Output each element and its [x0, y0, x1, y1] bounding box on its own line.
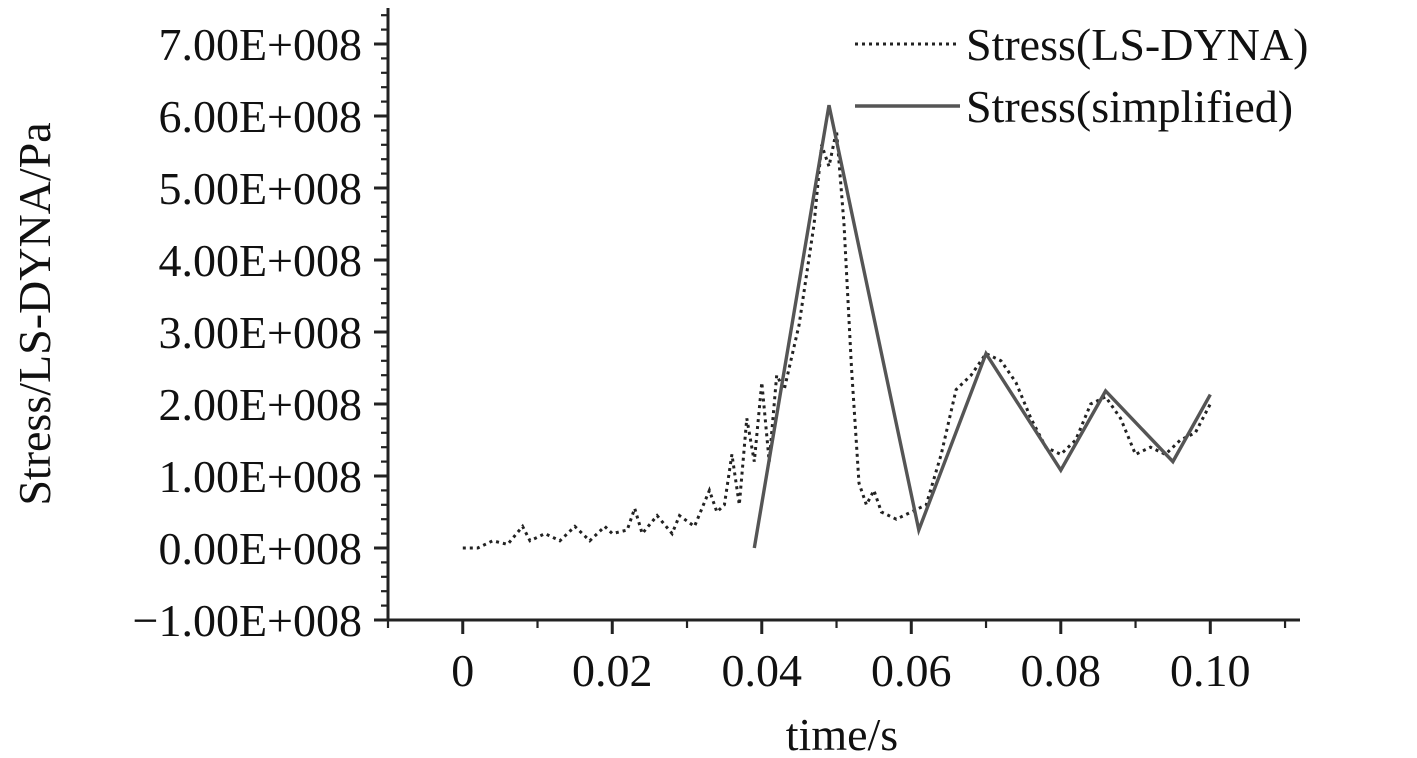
y-tick-label: 2.00E+008 [158, 379, 362, 430]
legend-label: Stress(LS-DYNA) [966, 19, 1308, 70]
y-tick-label: 5.00E+008 [158, 163, 362, 214]
y-tick-label: 7.00E+008 [158, 19, 362, 70]
series-line-ls-dyna [462, 130, 1212, 550]
x-axis-title: time/s [786, 709, 898, 758]
plot-area [462, 104, 1212, 550]
x-tick-label: 0.10 [1170, 645, 1251, 696]
y-tick-label: 0.00E+008 [158, 523, 362, 574]
series-line-simplified [752, 104, 1212, 549]
y-tick-label: 4.00E+008 [158, 235, 362, 286]
legend-label: Stress(simplified) [966, 81, 1293, 132]
legend: Stress(LS-DYNA) Stress(simplified) [855, 19, 1308, 132]
y-tick-label: −1.00E+008 [133, 595, 362, 646]
x-tick-label: 0.06 [871, 645, 952, 696]
y-tick-label: 1.00E+008 [158, 451, 362, 502]
x-tick-label: 0.04 [722, 645, 803, 696]
y-tick-label: 3.00E+008 [158, 307, 362, 358]
x-tick-label: 0 [451, 645, 474, 696]
y-tick-label: 6.00E+008 [158, 91, 362, 142]
y-axis-title: Stress/LS-DYNA/Pa [9, 122, 60, 505]
x-tick-label: 0.08 [1021, 645, 1102, 696]
axes: −1.00E+008 0.00E+008 1.00E+008 2.00E+008 3.0… [133, 8, 1300, 696]
x-tick-label: 0.02 [572, 645, 653, 696]
